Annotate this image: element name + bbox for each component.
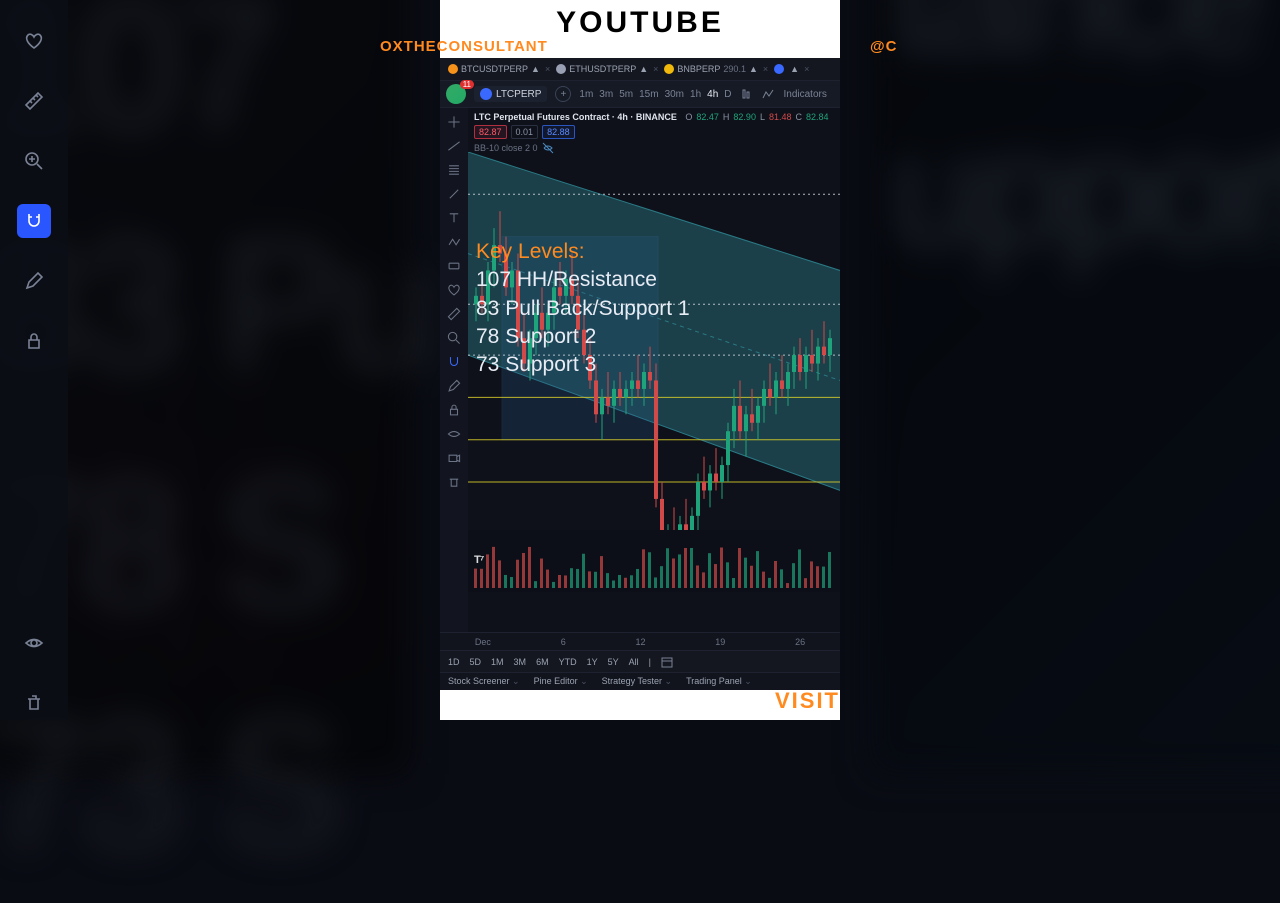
symbol-text: LTCPERP — [496, 89, 541, 100]
lock2-icon[interactable] — [446, 402, 462, 418]
visit-label: VISIT — [775, 688, 840, 714]
tf-1m[interactable]: 1m — [579, 89, 593, 100]
tf-3m[interactable]: 3m — [599, 89, 613, 100]
range-icon[interactable] — [446, 258, 462, 274]
price-boxes: 82.87 0.0182.88 — [474, 125, 834, 139]
chart-header: LTC Perpetual Futures Contract · 4h · BI… — [468, 108, 840, 158]
trend-icon[interactable] — [446, 138, 462, 154]
date-tick: 26 — [795, 637, 805, 647]
notif-badge: 11 — [460, 80, 474, 89]
key-levels-title: Key Levels: — [476, 238, 690, 266]
chart-title: LTC Perpetual Futures Contract · 4h · BI… — [474, 112, 677, 122]
date-tick: 12 — [635, 637, 645, 647]
ohlc-values: O82.47H82.90L81.48C82.84 — [685, 112, 832, 122]
patterns-icon[interactable] — [446, 234, 462, 250]
date-tick: 19 — [715, 637, 725, 647]
tab-ltc[interactable]: ▲× — [774, 64, 809, 74]
footer-trading panel[interactable]: Trading Panel ⌄ — [686, 676, 752, 687]
symbol-tabs: BTCUSDTPERP▲× ETHUSDTPERP▲× BNBPERP290.1▲×… — [440, 58, 840, 80]
tv-logo: T⁷ — [474, 554, 483, 566]
range-row: 1D5D1M3M6MYTD1Y5YAll| — [440, 650, 840, 672]
brush-icon[interactable] — [446, 186, 462, 202]
handle-right: @C — [870, 38, 897, 55]
magnet2-icon[interactable] — [446, 354, 462, 370]
range-1D[interactable]: 1D — [448, 657, 460, 667]
ruler-tool[interactable] — [17, 84, 51, 118]
calendar-icon[interactable] — [661, 656, 673, 668]
toolbar-row: 11 LTCPERP + 1m 3m 5m 15m 30m 1h 4h D Indicator… — [440, 80, 840, 108]
key-level-row: 78 Support 2 — [476, 323, 690, 351]
bg-text-right: tanceupport 1 — [891, 0, 1280, 286]
handle-left: OXTHECONSULTANT — [380, 38, 548, 55]
range-1Y[interactable]: 1Y — [587, 657, 598, 667]
price-box: 82.88 — [542, 125, 575, 139]
tf-D[interactable]: D — [724, 89, 731, 100]
text-icon[interactable] — [446, 210, 462, 226]
date-axis: Dec 6 12 19 26 — [440, 632, 840, 650]
key-level-row: 83 Pull Back/Support 1 — [476, 295, 690, 323]
heart-tool[interactable] — [17, 24, 51, 58]
footer-strategy tester[interactable]: Strategy Tester ⌄ — [602, 676, 672, 687]
range-5Y[interactable]: 5Y — [608, 657, 619, 667]
trash-tool[interactable] — [17, 686, 51, 720]
range-5D[interactable]: 5D — [470, 657, 482, 667]
range-All[interactable]: All — [629, 657, 639, 667]
cam-icon[interactable] — [446, 450, 462, 466]
ltc-icon — [480, 88, 492, 100]
pencil-tool[interactable] — [17, 264, 51, 298]
footer-stock screener[interactable]: Stock Screener ⌄ — [448, 676, 520, 687]
price-box: 0.01 — [511, 125, 539, 139]
footer-pine editor[interactable]: Pine Editor ⌄ — [534, 676, 588, 687]
youtube-label: YOUTUBE — [556, 6, 724, 40]
avatar[interactable]: 11 — [446, 84, 466, 104]
indicators-button[interactable]: Indicators — [784, 89, 827, 100]
tab-ethusdtperp[interactable]: ETHUSDTPERP▲× — [556, 64, 658, 74]
add-symbol-button[interactable]: + — [555, 86, 571, 102]
cross-icon[interactable] — [446, 114, 462, 130]
chart-body: LTC Perpetual Futures Contract · 4h · BI… — [440, 108, 840, 632]
range-1M[interactable]: 1M — [491, 657, 504, 667]
eye-tool[interactable] — [17, 626, 51, 660]
candle-style-icon[interactable] — [740, 88, 752, 100]
pencil2-icon[interactable] — [446, 378, 462, 394]
date-tick: 6 — [561, 637, 566, 647]
indicators-icon[interactable] — [762, 88, 774, 100]
key-levels-box: Key Levels: 107 HH/Resistance83 Pull Bac… — [476, 238, 690, 380]
symbol-chip[interactable]: LTCPERP — [474, 86, 547, 102]
tf-15m[interactable]: 15m — [639, 89, 658, 100]
key-level-row: 107 HH/Resistance — [476, 266, 690, 294]
range-YTD[interactable]: YTD — [559, 657, 577, 667]
tf-1h[interactable]: 1h — [690, 89, 701, 100]
range-3M[interactable]: 3M — [514, 657, 527, 667]
range-6M[interactable]: 6M — [536, 657, 549, 667]
timeframe-list: 1m 3m 5m 15m 30m 1h 4h D — [579, 89, 731, 100]
drawing-toolbar — [440, 108, 468, 632]
tf-30m[interactable]: 30m — [665, 89, 684, 100]
price-box: 82.87 — [474, 125, 507, 139]
eye2-icon[interactable] — [446, 426, 462, 442]
tradingview-panel: BTCUSDTPERP▲× ETHUSDTPERP▲× BNBPERP290.1▲×… — [440, 58, 840, 690]
fib-icon[interactable] — [446, 162, 462, 178]
zoom-in-tool[interactable] — [17, 144, 51, 178]
ruler2-icon[interactable] — [446, 306, 462, 322]
lock-tool[interactable] — [17, 324, 51, 358]
key-level-row: 73 Support 3 — [476, 351, 690, 379]
heart-icon[interactable] — [446, 282, 462, 298]
date-tick: Dec — [475, 637, 491, 647]
side-toolbar — [0, 0, 68, 720]
tab-btcusdtperp[interactable]: BTCUSDTPERP▲× — [448, 64, 550, 74]
tab-bnbperp[interactable]: BNBPERP290.1▲× — [664, 64, 768, 74]
tf-4h[interactable]: 4h — [707, 89, 718, 100]
trash2-icon[interactable] — [446, 474, 462, 490]
magnet-tool[interactable] — [17, 204, 51, 238]
tf-5m[interactable]: 5m — [619, 89, 633, 100]
zoom-icon[interactable] — [446, 330, 462, 346]
